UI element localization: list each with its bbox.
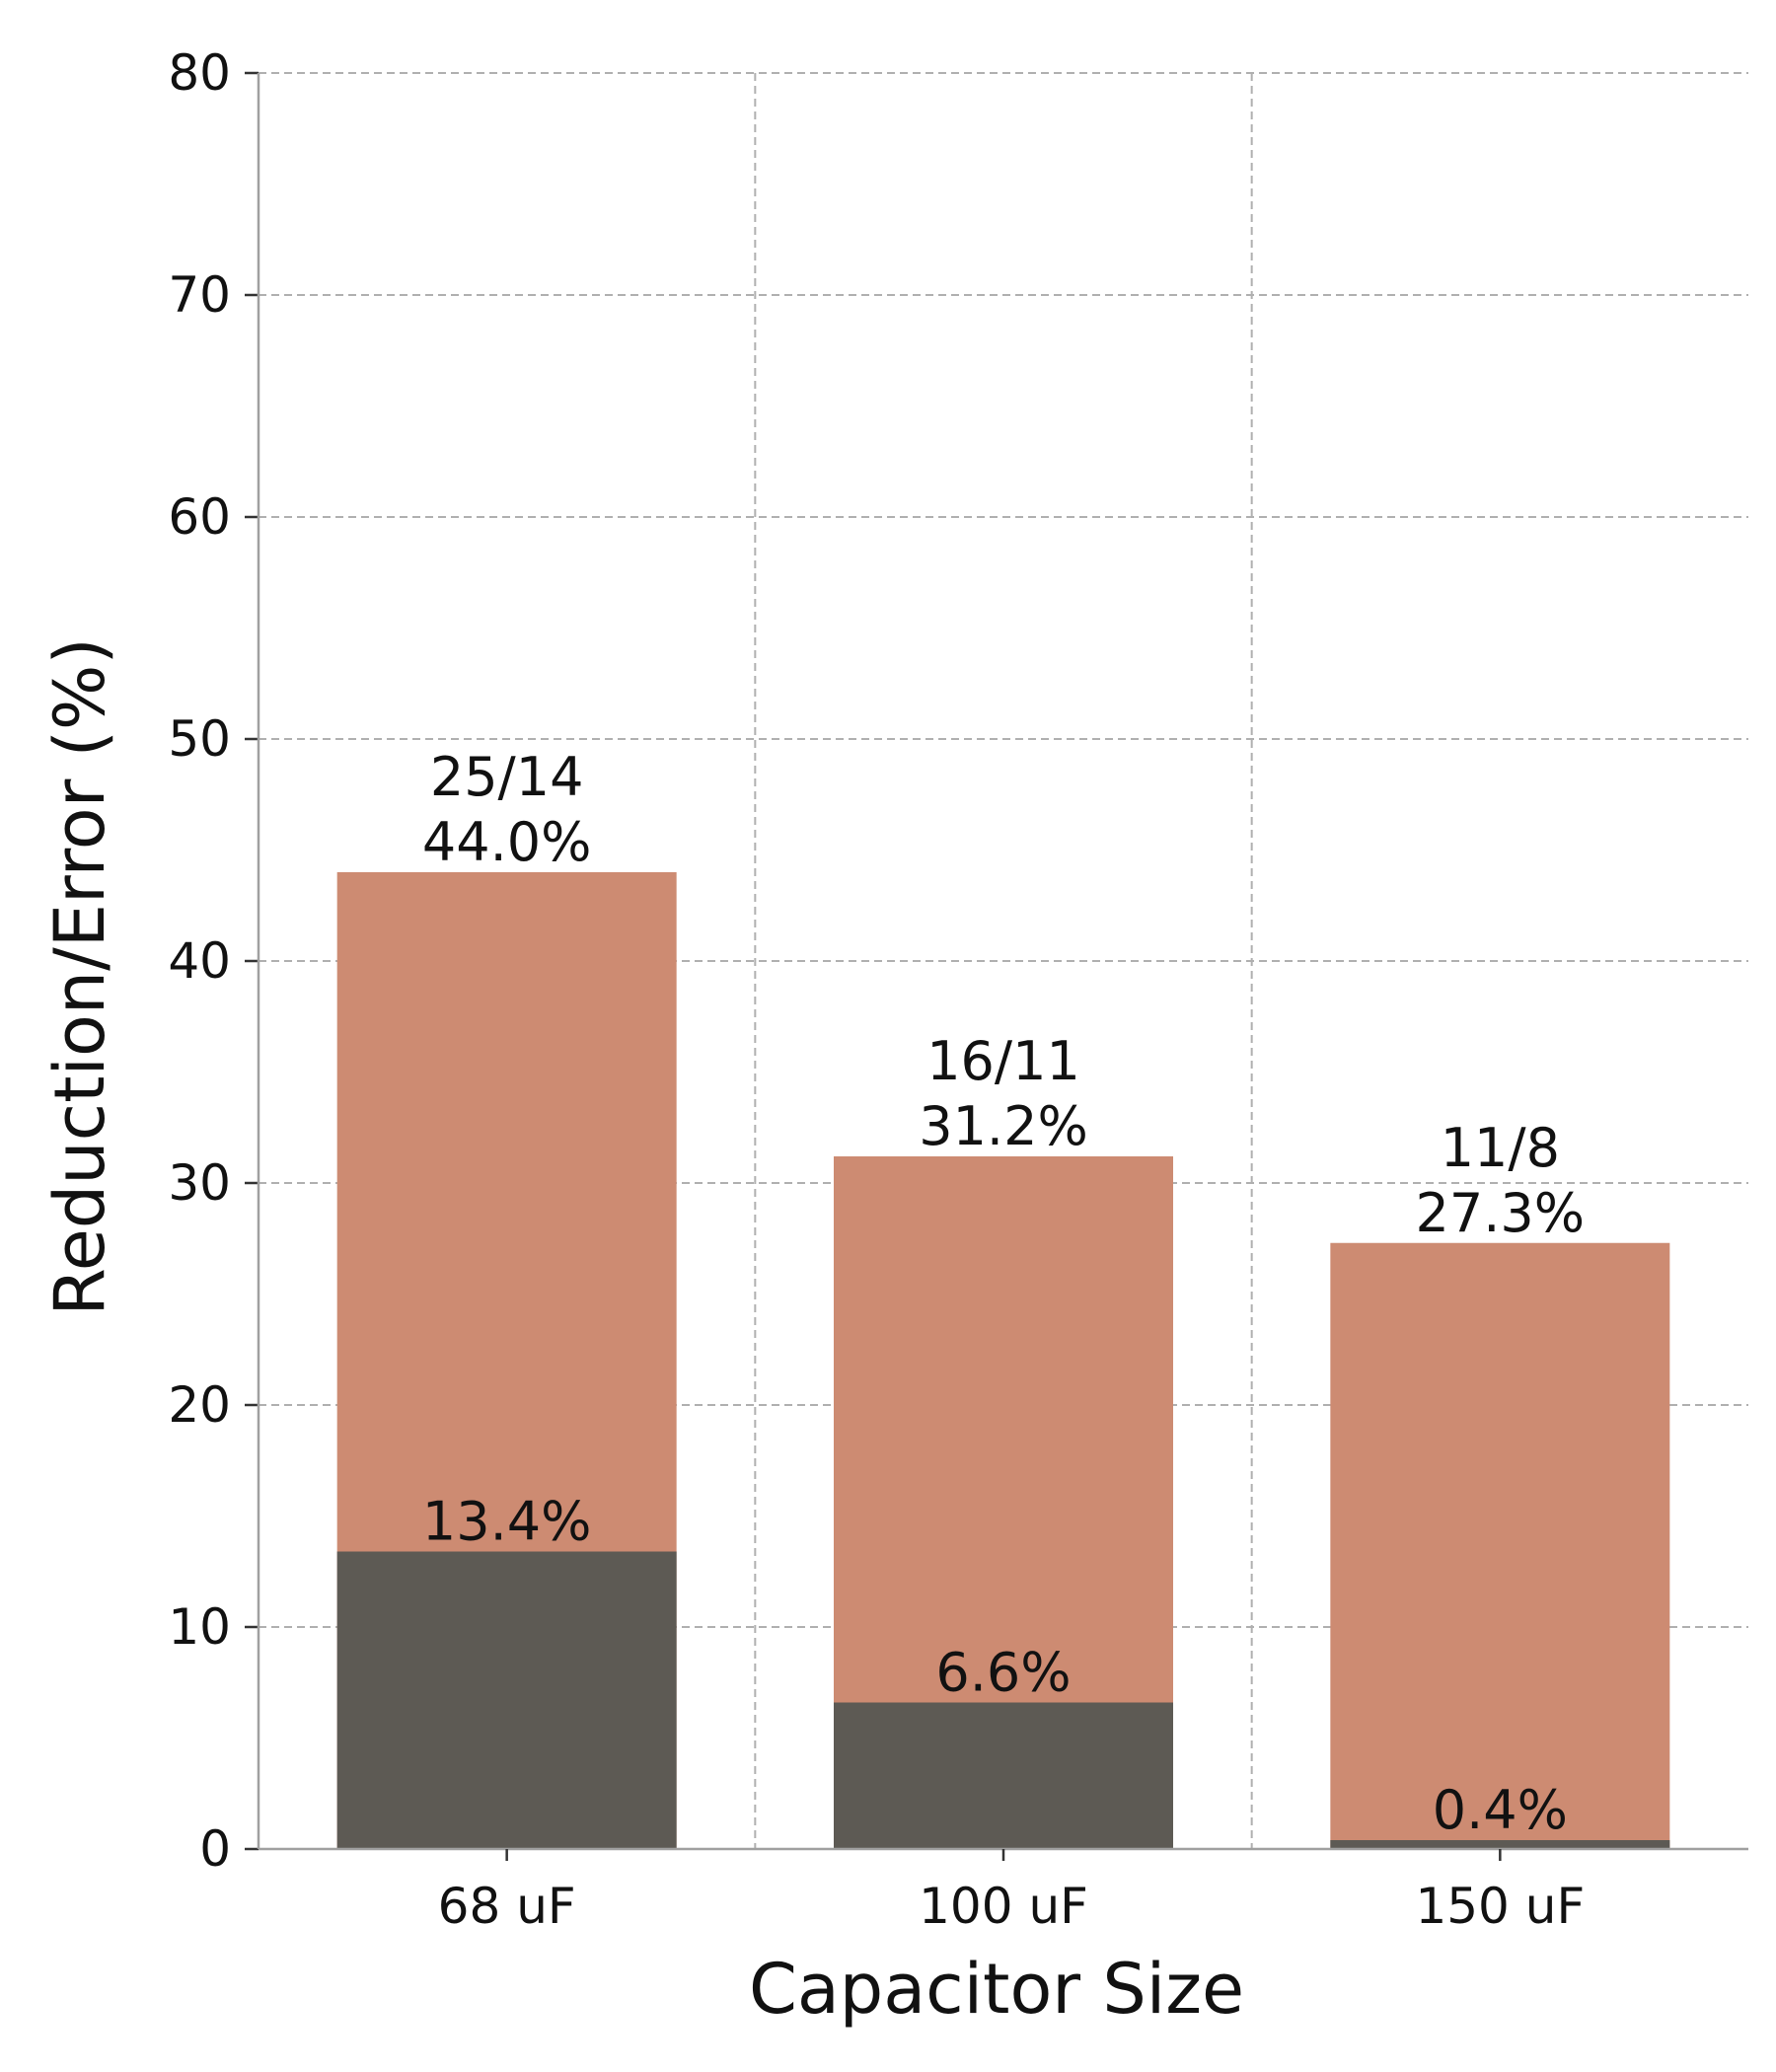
error-value-label: 6.6% [935,1642,1071,1704]
y-tick-label: 30 [168,1154,231,1212]
bar-error [1330,1840,1670,1849]
bars [336,872,1670,1849]
y-tick-label: 20 [168,1376,231,1434]
y-tick-label: 60 [168,488,231,546]
y-tick-label: 80 [168,44,231,102]
bar-total [1330,1242,1670,1849]
bar-value-label: 44.0% [422,811,592,873]
axes [245,71,1748,1861]
y-tick-label: 10 [168,1598,231,1656]
y-tick-label: 0 [199,1820,231,1878]
x-tick-label: 68 uF [438,1878,576,1935]
bar-error [336,1551,677,1849]
error-value-label: 13.4% [422,1491,592,1553]
y-tick-label: 50 [168,710,231,768]
bar-count-label: 11/8 [1441,1117,1560,1179]
y-tick-label: 40 [168,932,231,990]
x-axis-title: Capacitor Size [749,1949,1244,2030]
x-tick-label: 150 uF [1415,1878,1585,1935]
y-axis-title: Reduction/Error (%) [39,637,120,1316]
bar-count-label: 16/11 [926,1030,1080,1092]
bar-count-label: 25/14 [430,746,584,808]
y-tick-label: 70 [168,266,231,324]
bar-value-label: 31.2% [919,1095,1088,1157]
bar-value-label: 27.3% [1416,1182,1586,1244]
x-tick-label: 100 uF [919,1878,1088,1935]
bar-error [834,1702,1173,1849]
error-value-label: 0.4% [1433,1779,1568,1841]
